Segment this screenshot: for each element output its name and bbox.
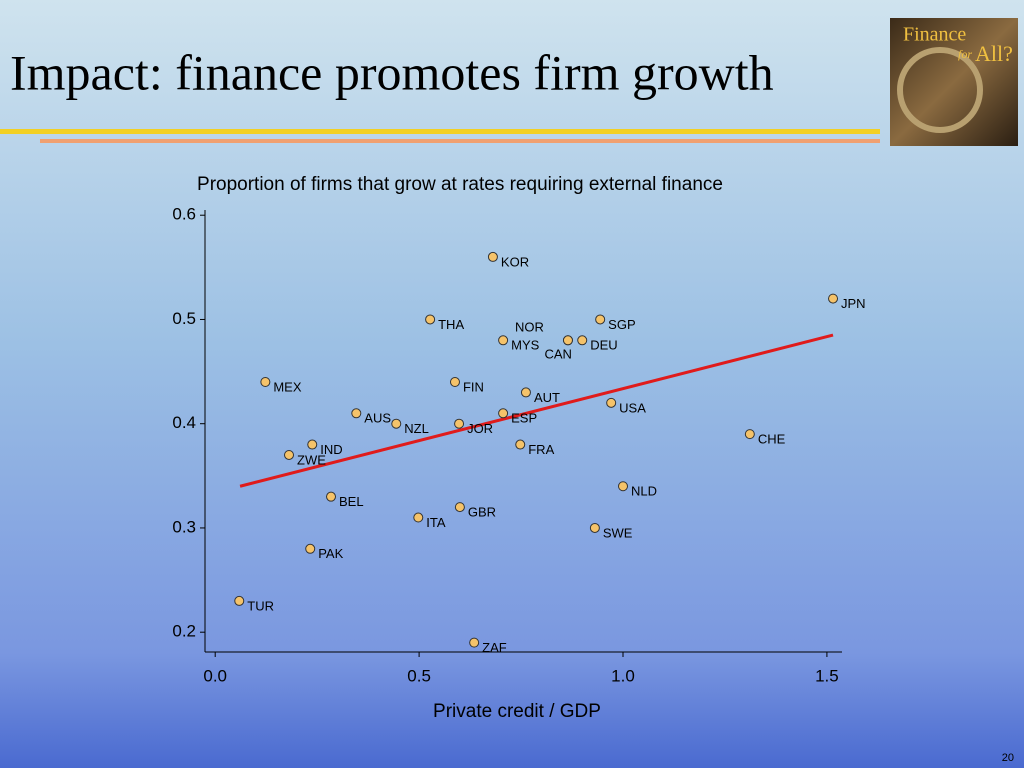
point xyxy=(413,512,424,523)
point xyxy=(515,439,526,450)
point-label: FRA xyxy=(528,442,554,457)
point xyxy=(234,595,245,606)
point-label: GBR xyxy=(468,505,496,520)
point-label: BEL xyxy=(339,494,364,509)
point xyxy=(606,397,617,408)
point-label: NZL xyxy=(404,421,429,436)
logo-text: Finance xyxy=(903,24,966,46)
point xyxy=(469,637,480,648)
y-tick-label: 0.4 xyxy=(172,413,196,432)
point xyxy=(828,293,839,304)
trend-line xyxy=(239,333,834,488)
point xyxy=(351,408,362,419)
point-label: AUT xyxy=(534,390,560,405)
point xyxy=(305,543,316,554)
y-tick-label: 0.6 xyxy=(172,205,196,224)
plot: 0.2 0.3 0.4 0.5 0.6 0.0 0.5 1.0 1.5 KOR JPN THA SGP M… xyxy=(172,205,865,686)
point-label: TUR xyxy=(247,598,274,613)
point xyxy=(284,449,295,460)
point xyxy=(498,335,509,346)
point xyxy=(487,251,498,262)
x-tick-label: 1.5 xyxy=(815,666,839,685)
point-label: MEX xyxy=(273,379,302,394)
point xyxy=(425,314,436,325)
x-axis-label: Private credit / GDP xyxy=(433,701,601,722)
logo-text: All? xyxy=(975,41,1013,66)
point-label: IND xyxy=(320,442,342,457)
point-label: NLD xyxy=(631,484,657,499)
point xyxy=(520,387,531,398)
point-label: ZWE xyxy=(297,452,326,467)
point xyxy=(562,335,573,346)
point-label: FIN xyxy=(463,379,484,394)
point xyxy=(744,429,755,440)
point-label: SWE xyxy=(603,525,633,540)
logo-text: for xyxy=(958,47,972,61)
y-tick-label: 0.2 xyxy=(172,622,196,641)
logo-vault xyxy=(897,47,983,133)
point xyxy=(326,491,337,502)
point-label: ZAF xyxy=(482,640,507,655)
point xyxy=(618,481,629,492)
point-label: AUS xyxy=(364,411,391,426)
chart-title: Proportion of firms that grow at rates r… xyxy=(197,174,723,195)
point-label: THA xyxy=(438,317,464,332)
x-tick-label: 1.0 xyxy=(611,666,635,685)
point-label: CHE xyxy=(758,432,786,447)
point-label: KOR xyxy=(501,254,529,269)
x-tick-label: 0.0 xyxy=(203,666,227,685)
point xyxy=(454,418,465,429)
rule-yellow xyxy=(0,129,880,134)
point-label: DEU xyxy=(590,338,617,353)
point xyxy=(589,522,600,533)
point-label: ESP xyxy=(511,411,537,426)
y-tick-label: 0.5 xyxy=(172,309,196,328)
rule-orange xyxy=(40,139,880,143)
slide-title: Impact: finance promotes firm growth xyxy=(10,44,774,100)
point xyxy=(577,335,588,346)
point-label: ITA xyxy=(426,515,446,530)
point xyxy=(391,418,402,429)
point xyxy=(498,408,509,419)
point-label: SGP xyxy=(608,317,635,332)
point xyxy=(454,502,465,513)
x-tick-label: 0.5 xyxy=(407,666,431,685)
point-label: JPN xyxy=(841,296,866,311)
point-label: NOR xyxy=(515,320,544,335)
page-number: 20 xyxy=(1002,752,1014,764)
point-label: JOR xyxy=(467,421,493,436)
point xyxy=(307,439,318,450)
point-label: CAN xyxy=(544,347,571,362)
point xyxy=(260,377,271,388)
point-label: PAK xyxy=(318,546,343,561)
y-tick-label: 0.3 xyxy=(172,517,196,536)
point-label: MYS xyxy=(511,338,540,353)
point xyxy=(449,377,460,388)
point xyxy=(595,314,606,325)
point-label: USA xyxy=(619,400,646,415)
